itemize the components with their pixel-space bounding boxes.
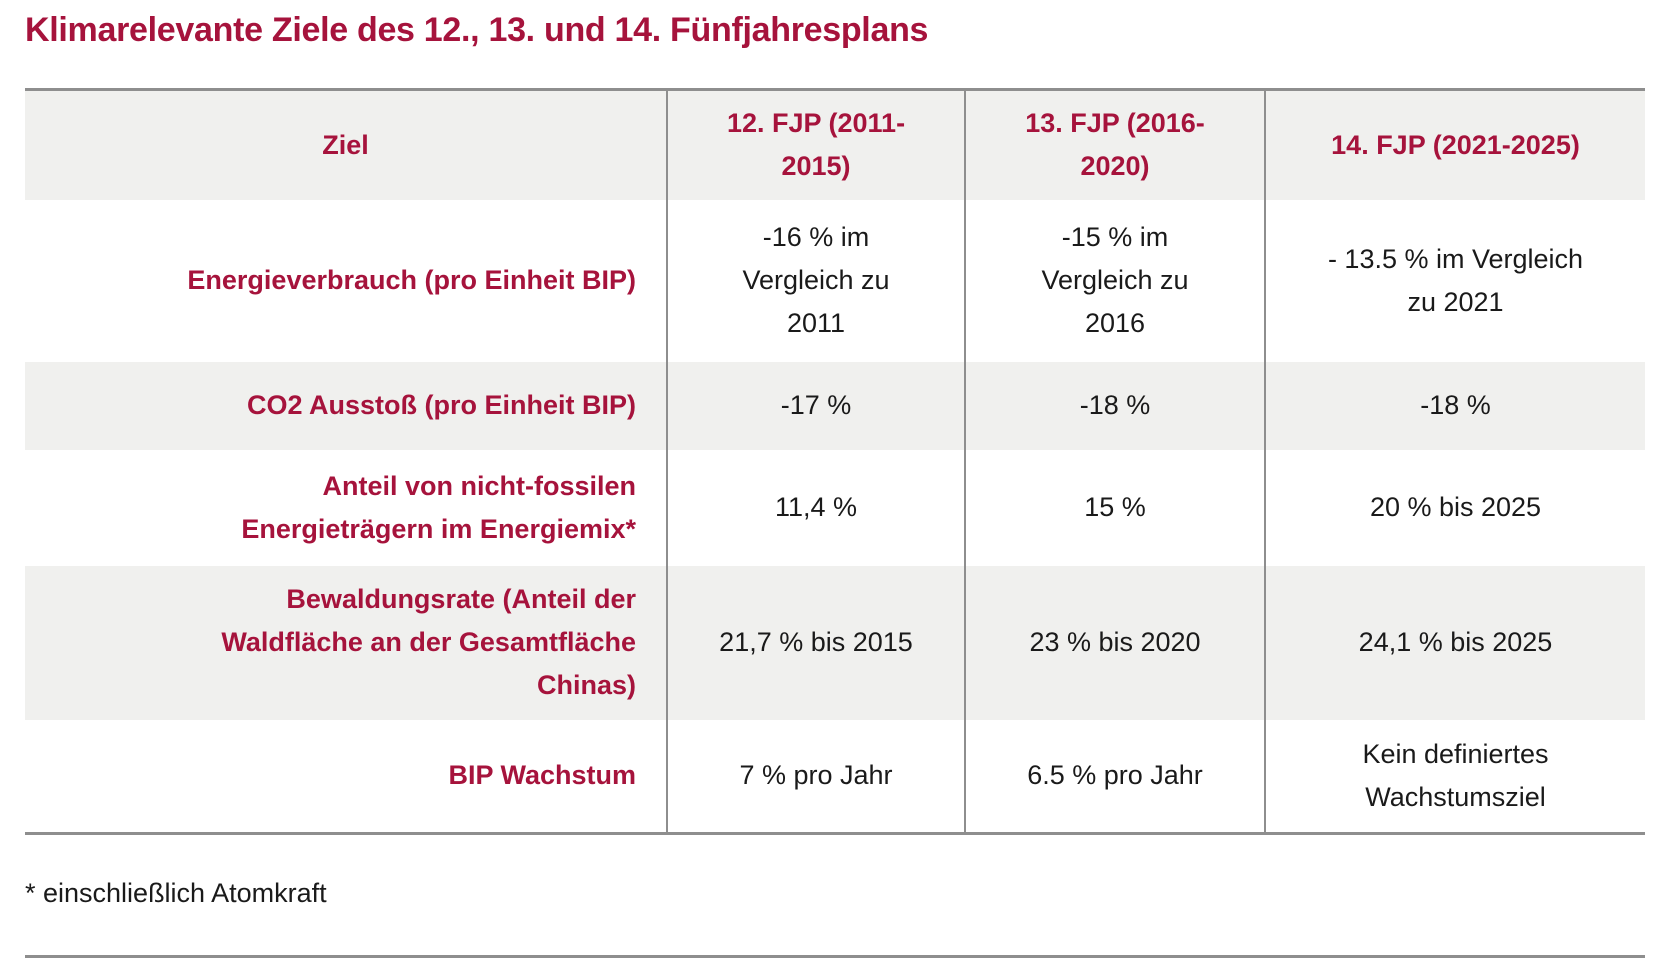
table-row: BIP Wachstum 7 % pro Jahr 6.5 % pro Jahr… [25,719,1645,834]
table-cell: -15 % im Vergleich zu 2016 [964,199,1265,362]
table-cell: 7 % pro Jahr [666,719,965,834]
table-cell: Kein definiertes Wachstumsziel [1264,719,1645,834]
row-label-bip-wachstum: BIP Wachstum [448,760,636,791]
column-header-ziel: Ziel [322,129,369,160]
row-label-bewaldungsrate: Bewaldungsrate (Anteil der Waldfläche an… [221,584,636,700]
page-title: Klimarelevante Ziele des 12., 13. und 14… [25,11,929,49]
row-label-anteil-nicht-fossile: Anteil von nicht-fossilen Energieträgern… [241,470,636,544]
column-header-fjp13: 13. FJP (2016- 2020) [964,89,1265,200]
five-year-plan-goals-table: Ziel 12. FJP (2011- 2015) 13. FJP (2016-… [25,88,1645,835]
table-cell: -18 % [1264,361,1645,450]
table-row: CO2 Ausstoß (pro Einheit BIP) -17 % -18 … [25,361,1645,450]
table-cell: 20 % bis 2025 [1264,449,1645,566]
table-cell: 23 % bis 2020 [964,565,1265,720]
bottom-divider [25,955,1645,958]
table-cell: -18 % [964,361,1265,450]
table-row: Energieverbrauch (pro Einheit BIP) -16 %… [25,199,1645,362]
row-label-energieverbrauch: Energieverbrauch (pro Einheit BIP) [187,265,636,295]
table-cell: 15 % [964,449,1265,566]
row-label-co2-ausstoss: CO2 Ausstoß (pro Einheit BIP) [246,390,636,420]
table-header-row: Ziel 12. FJP (2011- 2015) 13. FJP (2016-… [25,89,1645,200]
footnote: * einschließlich Atomkraft [25,878,327,908]
table-cell: -17 % [666,361,965,450]
column-header-fjp12: 12. FJP (2011- 2015) [666,89,965,200]
table-cell: - 13.5 % im Vergleich zu 2021 [1264,199,1645,362]
table-row: Anteil von nicht-fossilen Energieträgern… [25,449,1645,566]
table-cell: 21,7 % bis 2015 [666,565,965,720]
table-cell: 24,1 % bis 2025 [1264,565,1645,720]
table-cell: 6.5 % pro Jahr [964,719,1265,834]
table-cell: -16 % im Vergleich zu 2011 [666,199,965,362]
column-header-fjp14: 14. FJP (2021-2025) [1264,89,1645,200]
table-row: Bewaldungsrate (Anteil der Waldfläche an… [25,565,1645,720]
table-cell: 11,4 % [666,449,965,566]
